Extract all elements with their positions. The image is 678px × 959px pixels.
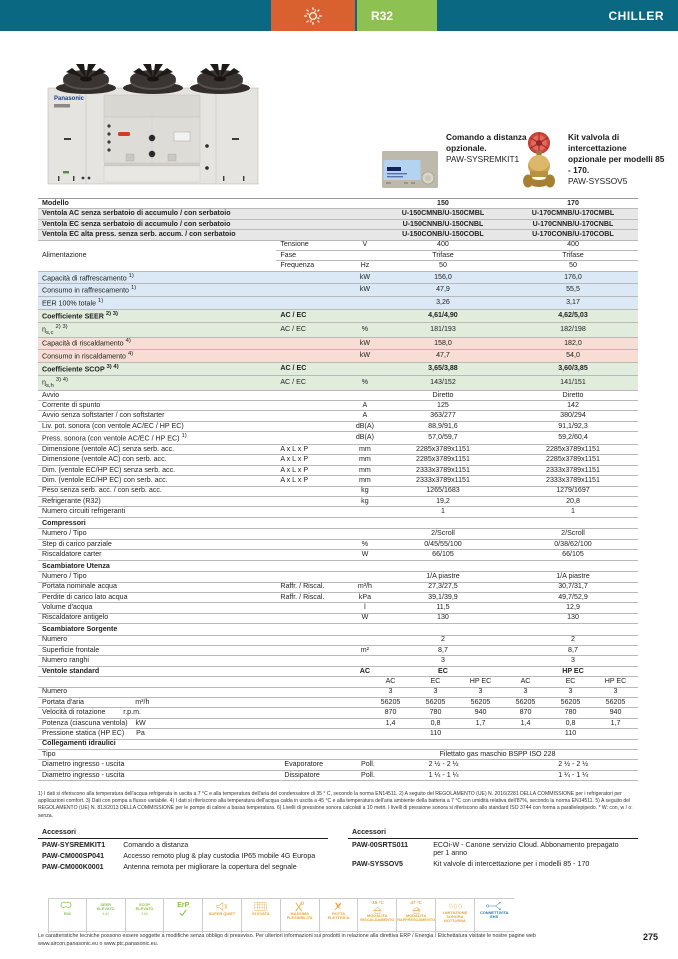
svg-text:Panasonic: Panasonic	[54, 96, 85, 102]
